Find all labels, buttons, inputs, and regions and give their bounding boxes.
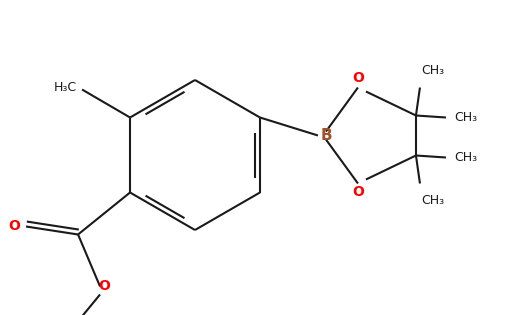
Text: H₃C: H₃C: [54, 81, 77, 94]
Text: CH₃: CH₃: [421, 193, 444, 207]
Text: CH₃: CH₃: [454, 151, 477, 164]
Text: O: O: [98, 279, 110, 294]
Text: O: O: [352, 186, 364, 199]
Text: CH₃: CH₃: [421, 65, 444, 77]
Text: CH₃: CH₃: [454, 111, 477, 124]
Text: B: B: [321, 128, 333, 143]
Text: O: O: [8, 220, 20, 233]
Text: O: O: [352, 72, 364, 85]
